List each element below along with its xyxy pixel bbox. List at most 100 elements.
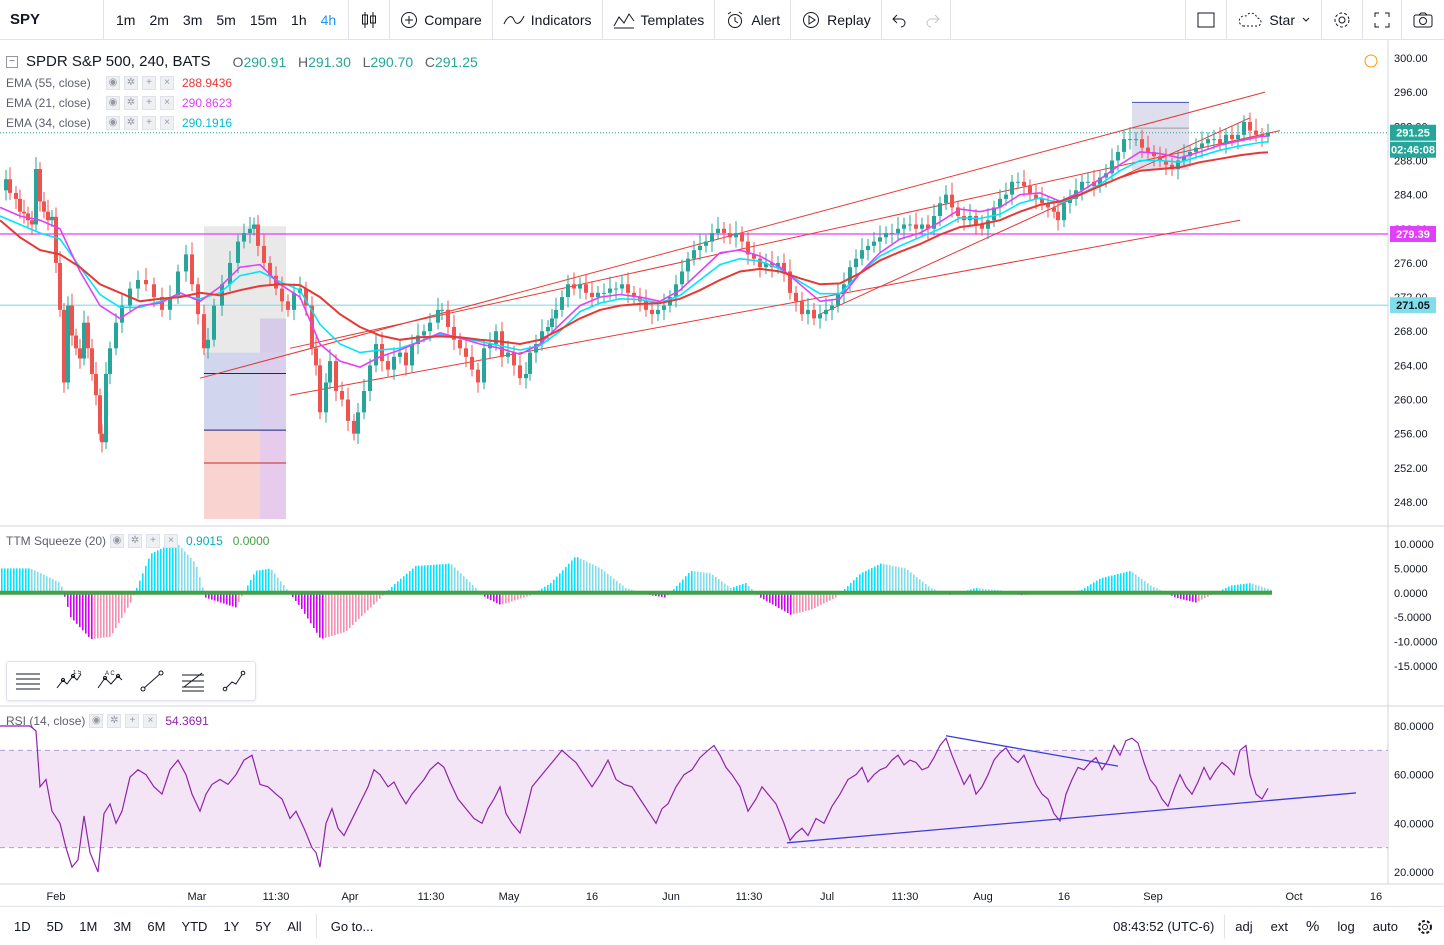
price-axis-tick-label: 288.00 (1394, 155, 1428, 167)
chart-type-button[interactable] (349, 0, 391, 40)
ttm-bar (1204, 592, 1206, 599)
log-toggle[interactable]: log (1337, 919, 1355, 934)
candle-body (1062, 203, 1066, 221)
ttm-bar (235, 592, 237, 608)
candle-body (18, 198, 22, 212)
rsi-legend[interactable]: RSI (14, close) ◉ ✲ + × 54.3691 (6, 714, 209, 728)
ttm-bar (610, 576, 612, 593)
elliott-correction-tool[interactable]: A C (95, 666, 125, 696)
timeframe-3m[interactable]: 3m (182, 11, 203, 28)
ema21-legend[interactable]: EMA (21, close) ◉ ✲ + × 290.8623 (6, 96, 232, 110)
candle-body (314, 348, 318, 366)
collapse-legend-icon[interactable]: − (6, 55, 18, 68)
eye-icon[interactable]: ◉ (106, 96, 120, 110)
close-icon[interactable]: × (160, 116, 174, 130)
ttm-bar (781, 592, 783, 610)
timeframe-4h[interactable]: 4h (320, 11, 337, 28)
elliott-impulse-tool[interactable]: 1 5 (54, 666, 84, 696)
redo-button[interactable] (916, 0, 951, 40)
ttm-bar (1111, 575, 1113, 593)
adj-toggle[interactable]: adj (1235, 919, 1253, 934)
close-icon[interactable]: × (160, 96, 174, 110)
clock-timezone[interactable]: 08:43:52 (UTC-6) (1113, 919, 1215, 934)
gear-icon[interactable]: ✲ (107, 714, 122, 728)
range-1m[interactable]: 1M (79, 918, 98, 934)
range-1y[interactable]: 1Y (223, 918, 240, 934)
more-icon[interactable]: + (142, 96, 156, 110)
candle-body (1134, 139, 1138, 141)
time-axis-tick-label: 11:30 (736, 891, 763, 903)
auto-toggle[interactable]: auto (1372, 919, 1398, 934)
candle-body (1022, 181, 1026, 187)
gear-icon[interactable]: ✲ (128, 534, 143, 548)
symbol-search[interactable]: SPY (0, 0, 104, 40)
timeframe-15m[interactable]: 15m (249, 11, 278, 28)
undo-icon (891, 14, 906, 27)
chart-canvas[interactable]: 300.00296.00292.00288.00284.00280.00276.… (0, 40, 1444, 906)
range-1d[interactable]: 1D (14, 918, 31, 934)
eye-icon[interactable]: ◉ (110, 534, 125, 548)
candle-body (38, 169, 42, 202)
close-icon[interactable]: × (143, 714, 158, 728)
undo-button[interactable] (882, 0, 916, 40)
ext-toggle[interactable]: ext (1270, 919, 1288, 934)
range-3m[interactable]: 3M (113, 918, 132, 934)
percent-toggle[interactable]: % (1305, 918, 1320, 935)
candle-body (108, 348, 112, 374)
range-5y[interactable]: 5Y (255, 918, 272, 934)
timeframe-1h[interactable]: 1h (291, 11, 307, 28)
time-axis-tick-label: Jun (662, 891, 680, 903)
candle-body (500, 331, 504, 357)
gear-icon (1334, 12, 1350, 28)
trend-line-tool[interactable] (137, 666, 167, 696)
path-tool[interactable] (219, 666, 249, 696)
fib-retracement-tool[interactable] (178, 666, 208, 696)
snapshot-button[interactable] (1402, 0, 1444, 40)
replay-button[interactable]: Replay (791, 0, 882, 40)
settings-button[interactable] (1322, 0, 1363, 40)
fullscreen-layout-button[interactable] (1185, 0, 1228, 40)
ttm-bar (70, 592, 72, 618)
ema55-legend[interactable]: EMA (55, close) ◉ ✲ + × 288.9436 (6, 76, 232, 90)
range-ytd[interactable]: YTD (181, 918, 208, 934)
gear-icon[interactable]: ✲ (124, 116, 138, 130)
eye-icon[interactable]: ◉ (106, 76, 120, 90)
range-all[interactable]: All (287, 918, 302, 934)
more-icon[interactable]: + (142, 76, 156, 90)
eye-icon[interactable]: ◉ (89, 714, 104, 728)
close-icon[interactable]: × (160, 76, 174, 90)
alert-button[interactable]: Alert (715, 0, 792, 40)
more-icon[interactable]: + (146, 534, 161, 548)
eye-icon[interactable]: ◉ (106, 116, 120, 130)
more-icon[interactable]: + (125, 714, 140, 728)
candle-body (176, 271, 180, 298)
ttm-bar (55, 580, 57, 593)
candle-body (776, 262, 780, 268)
rsi-axis-tick-label: 60.0000 (1394, 770, 1434, 782)
candle-body (1110, 160, 1114, 174)
horizontal-lines-tool[interactable] (13, 666, 43, 696)
close-icon[interactable]: × (164, 534, 179, 548)
indicators-button[interactable]: Indicators (493, 0, 603, 40)
timeframe-5m[interactable]: 5m (216, 11, 236, 28)
ttm-legend[interactable]: TTM Squeeze (20) ◉ ✲ + × 0.9015 0.0000 (6, 534, 269, 548)
range-5d[interactable]: 5D (46, 918, 64, 934)
timeframe-2m[interactable]: 2m (149, 11, 169, 28)
layout-save-button[interactable]: Star (1227, 0, 1322, 40)
compare-button[interactable]: Compare (390, 0, 493, 40)
candle-body (404, 352, 408, 366)
goto-button[interactable]: Go to... (330, 918, 374, 934)
price-axis-tick-label: 300.00 (1394, 53, 1428, 65)
ema34-legend[interactable]: EMA (34, close) ◉ ✲ + × 290.1916 (6, 116, 232, 130)
ttm-bar (469, 582, 471, 593)
fullscreen-button[interactable] (1363, 0, 1402, 40)
gear-icon[interactable]: ✲ (124, 96, 138, 110)
candle-body (506, 352, 510, 357)
gear-icon[interactable] (1416, 918, 1434, 936)
price-axis-tick-label: 276.00 (1394, 258, 1428, 270)
templates-button[interactable]: Templates (603, 0, 716, 40)
range-6m[interactable]: 6M (147, 918, 166, 934)
timeframe-1m[interactable]: 1m (116, 11, 136, 28)
more-icon[interactable]: + (142, 116, 156, 130)
gear-icon[interactable]: ✲ (124, 76, 138, 90)
